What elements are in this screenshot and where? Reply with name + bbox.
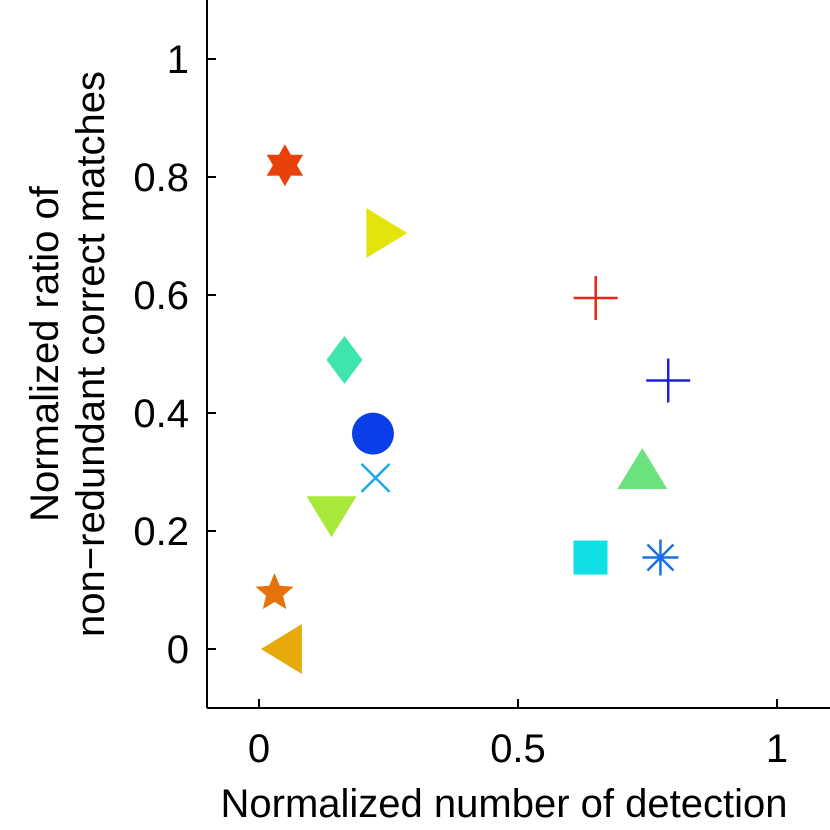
x-ticks: 0 0.5 1 [248, 699, 788, 771]
y-axis-label-line-2: non−redundant correct matches [69, 71, 113, 637]
y-tick-label: 0.4 [133, 392, 189, 436]
triangle-right-marker [366, 208, 408, 259]
hexagram-marker [266, 144, 304, 187]
triangle-left-marker [260, 624, 302, 674]
pentagram-marker [255, 573, 294, 610]
circle-marker [351, 412, 394, 455]
y-axis-label-line-1: Normalized ratio of [23, 185, 67, 522]
y-tick-label: 0 [167, 628, 189, 672]
x-tick-label: 1 [766, 727, 788, 771]
y-tick-label: 0.2 [133, 510, 189, 554]
plus-marker [573, 275, 618, 320]
triangle-down-marker [306, 496, 357, 538]
y-ticks: 0 0.2 0.4 0.6 0.8 1 [133, 38, 216, 672]
x-tick-label: 0.5 [490, 727, 546, 771]
axes [206, 0, 830, 709]
y-tick-label: 0.6 [133, 274, 189, 318]
diamond-marker [326, 335, 363, 384]
x-axis-label: Normalized number of detection [221, 782, 788, 826]
asterisk-marker [642, 539, 679, 576]
x-tick-label: 0 [248, 727, 270, 771]
y-tick-label: 0.8 [133, 156, 189, 200]
data-points [255, 144, 691, 674]
plus-marker [646, 358, 691, 403]
x-marker [360, 463, 391, 493]
triangle-up-marker [617, 448, 668, 489]
y-axis-label: Normalized ratio of non−redundant correc… [23, 71, 113, 637]
y-tick-label: 1 [167, 38, 189, 82]
square-marker [573, 540, 608, 575]
